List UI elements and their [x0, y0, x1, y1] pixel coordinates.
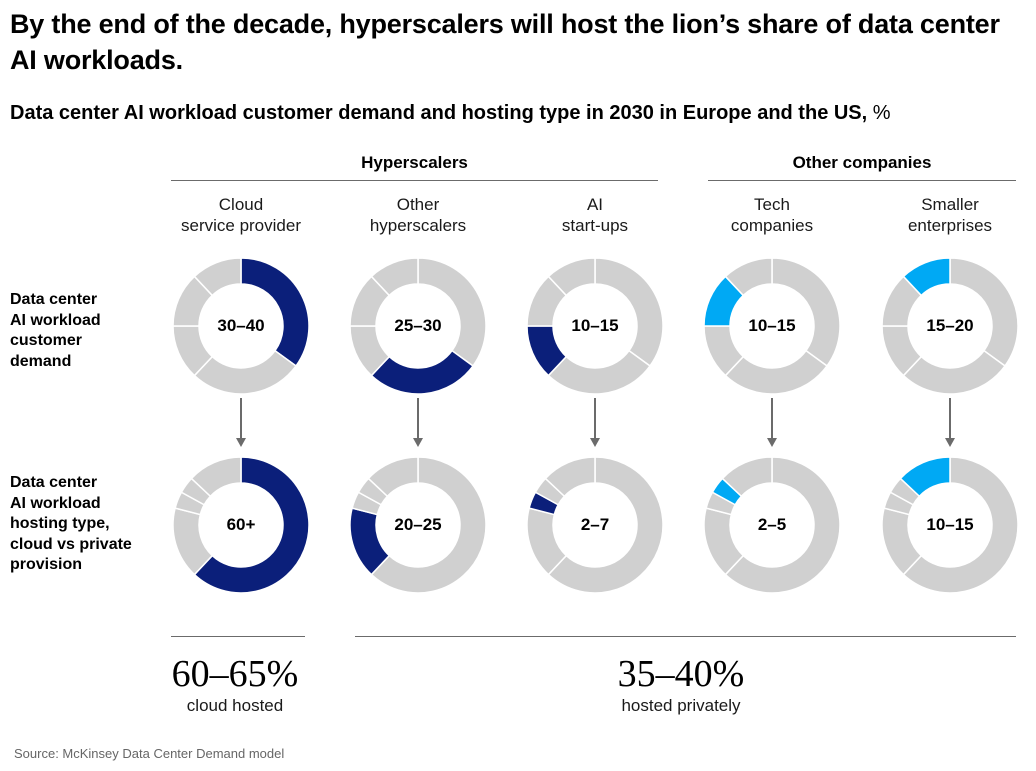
donut-hosting-smaller-enterprises: 10–15	[880, 455, 1020, 595]
donut-svg	[349, 456, 487, 594]
donut-demand-smaller-enterprises: 15–20	[880, 256, 1020, 396]
donut-svg	[526, 456, 664, 594]
column-header-other-hyperscalers: Other hyperscalers	[333, 194, 503, 236]
column-header-ai-startups: AI start-ups	[510, 194, 680, 236]
column-header-line2: enterprises	[907, 216, 993, 235]
summary-label-hosted-privately: hosted privately	[621, 696, 741, 715]
source-note: Source: McKinsey Data Center Demand mode…	[14, 746, 285, 761]
row-label-line: provision	[10, 556, 83, 573]
subtitle-text: Data center AI workload customer demand …	[10, 102, 868, 124]
donut-highlight-segment	[193, 456, 310, 594]
donut-demand-tech-companies: 10–15	[702, 256, 842, 396]
donut-grey-segment	[370, 456, 487, 594]
donut-grey-segment	[902, 456, 1019, 594]
donut-hosting-cloud: 60+	[171, 455, 311, 595]
chart-subtitle: Data center AI workload customer demand …	[10, 100, 891, 126]
summary-value-cloud-hosted: 60–65%	[171, 653, 299, 695]
donut-svg	[172, 257, 310, 395]
donut-value-label: 10–15	[571, 316, 619, 335]
row-label-line: hosting type,	[10, 515, 110, 532]
row-label-line: customer	[10, 332, 83, 349]
donut-hosting-tech-companies: 2–5	[702, 455, 842, 595]
donut-value-label: 60+	[226, 515, 256, 534]
column-header-line2: service provider	[181, 216, 301, 235]
summary-label-cloud-hosted: cloud hosted	[186, 696, 284, 715]
donut-value-label: 2–5	[757, 515, 787, 534]
donut-grey-segment	[370, 257, 419, 297]
column-header-line1: Other	[396, 195, 440, 214]
row-label-line: Data center	[10, 474, 98, 491]
row-label-line: demand	[10, 352, 72, 370]
donut-value-label: 2–7	[580, 515, 610, 534]
donut-value-label: 15–20	[926, 316, 974, 335]
summary-divider-cloud	[171, 636, 305, 637]
down-arrow-icon	[944, 398, 956, 448]
donut-grey-segment	[547, 257, 596, 297]
down-arrow-icon	[766, 398, 778, 448]
column-header-line2: hyperscalers	[369, 216, 467, 235]
donut-grey-segment	[190, 456, 242, 498]
down-arrow-icon	[412, 398, 424, 448]
donut-hosting-ai-startups: 2–7	[525, 455, 665, 595]
donut-grey-segment	[724, 257, 773, 297]
column-header-smaller-enterprises: Smaller enterprises	[865, 194, 1035, 236]
donut-svg	[172, 456, 310, 594]
donut-svg	[881, 257, 1019, 395]
donut-svg	[703, 456, 841, 594]
donut-value-label: 30–40	[217, 316, 265, 335]
row-label-hosting: Data center AI workload hosting type, cl…	[10, 473, 132, 576]
donut-svg	[703, 257, 841, 395]
group-label-other-companies: Other companies	[792, 153, 932, 172]
row-label-line: cloud vs private	[10, 535, 132, 553]
column-header-line2: start-ups	[561, 216, 629, 235]
row-label-line: Data center	[10, 291, 98, 308]
down-arrow-icon	[589, 398, 601, 448]
donut-value-label: 20–25	[394, 515, 442, 534]
donut-hosting-other-hyperscalers: 20–25	[348, 455, 488, 595]
down-arrow-icon	[235, 398, 247, 448]
column-header-line1: Cloud	[218, 195, 264, 214]
row-label-line: AI workload	[10, 311, 101, 329]
donut-grey-segment	[544, 456, 596, 498]
donut-demand-cloud: 30–40	[171, 256, 311, 396]
donut-svg	[349, 257, 487, 395]
column-header-line1: Tech	[754, 195, 790, 214]
group-divider-other-companies	[708, 180, 1016, 181]
group-divider-hyperscalers	[171, 180, 658, 181]
donut-svg	[881, 456, 1019, 594]
donut-highlight-segment	[902, 257, 951, 297]
donut-grey-segment	[547, 456, 664, 594]
group-label-hyperscalers: Hyperscalers	[361, 153, 468, 172]
donut-value-label: 25–30	[394, 316, 442, 335]
chart-title: By the end of the decade, hyperscalers w…	[10, 9, 1000, 75]
donut-grey-segment	[367, 456, 419, 498]
donut-value-label: 10–15	[748, 316, 796, 335]
summary-divider-private	[355, 636, 1016, 637]
column-header-line1: Smaller	[921, 195, 979, 214]
donut-value-label: 10–15	[926, 515, 974, 534]
subtitle-unit: %	[872, 102, 891, 124]
column-header-line1: AI	[586, 195, 604, 214]
donut-grey-segment	[721, 456, 773, 498]
summary-value-hosted-privately: 35–40%	[617, 653, 745, 695]
donut-demand-other-hyperscalers: 25–30	[348, 256, 488, 396]
column-header-line2: companies	[730, 216, 814, 235]
donut-grey-segment	[193, 257, 242, 297]
donut-highlight-segment	[899, 456, 951, 498]
row-label-line: AI workload	[10, 494, 101, 512]
column-header-cloud: Cloud service provider	[156, 194, 326, 236]
donut-svg	[526, 257, 664, 395]
row-label-demand: Data center AI workload customer demand	[10, 290, 101, 372]
donut-demand-ai-startups: 10–15	[525, 256, 665, 396]
donut-grey-segment	[724, 456, 841, 594]
column-header-tech-companies: Tech companies	[687, 194, 857, 236]
